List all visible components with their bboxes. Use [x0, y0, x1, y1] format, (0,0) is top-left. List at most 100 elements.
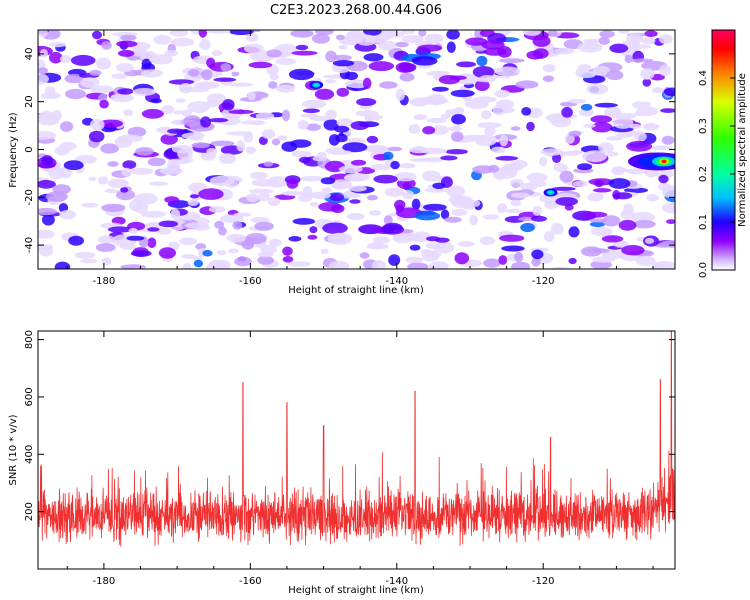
snr-series-line: [38, 331, 675, 547]
heatmap-cell: [309, 226, 318, 234]
heatmap-cell: [201, 69, 213, 81]
heatmap-cell: [54, 261, 71, 269]
heatmap-cell: [147, 157, 166, 167]
heatmap-cell: [472, 66, 495, 78]
heatmap-cell: [115, 63, 134, 73]
heatmap-cell: [626, 140, 653, 152]
heatmap-cell: [98, 119, 124, 128]
heatmap-cell: [187, 101, 211, 113]
heatmap-cell: [320, 177, 336, 185]
heatmap-cell: [497, 203, 508, 214]
heatmap-cell: [88, 176, 97, 182]
heatmap-cell: [248, 188, 274, 194]
heatmap-cell: [345, 71, 358, 81]
heatmap-cell: [379, 81, 398, 89]
heatmap-cell: [511, 261, 531, 269]
heatmap-cell: [531, 257, 541, 267]
heatmap-cell: [251, 178, 278, 187]
heatmap-cell: [551, 266, 571, 269]
heatmap-cell: [164, 49, 179, 57]
heatmap-cell: [229, 82, 254, 87]
heatmap-cell: [605, 136, 624, 141]
heatmap-cell: [245, 33, 259, 42]
heatmap-cell: [395, 88, 406, 101]
heatmap-cell: [413, 231, 431, 240]
heatmap-cell: [298, 194, 312, 203]
heatmap-cell: [530, 215, 548, 222]
figure-title: C2E3.2023.268.00.44.G06: [270, 3, 442, 18]
heatmap-cell: [202, 249, 213, 257]
heatmap-cell: [170, 37, 195, 47]
heatmap-cell: [501, 245, 525, 252]
colorbar-label: Normalized spectral amplitude: [737, 73, 748, 227]
heatmap-cell: [281, 190, 305, 196]
heatmap-cell: [618, 30, 630, 34]
heatmap-cell: [392, 232, 414, 244]
heatmap-cell: [218, 226, 227, 236]
heatmap-cell: [141, 108, 164, 119]
heatmap-cell: [476, 55, 488, 67]
heatmap-cell: [626, 168, 647, 175]
heatmap-cell: [268, 81, 278, 89]
heatmap-cell: [409, 157, 430, 162]
heatmap-cell: [309, 202, 320, 207]
heatmap-cell: [583, 150, 607, 163]
heatmap-cell: [244, 43, 264, 54]
heatmap-cell: [402, 190, 415, 200]
heatmap-cell: [216, 250, 227, 256]
heatmap-cell: [100, 143, 119, 154]
heatmap-cell: [427, 93, 446, 106]
heatmap-cell: [346, 30, 365, 43]
heatmap-cell: [642, 78, 652, 87]
heatmap-cell: [661, 202, 675, 214]
heatmap-cell: [147, 227, 160, 232]
heatmap-cell: [300, 176, 325, 182]
heatmap-cell: [417, 44, 443, 52]
heatmap-cell: [277, 135, 288, 141]
heatmap-cell: [228, 248, 239, 254]
heatmap-cell: [382, 151, 394, 160]
heatmap-cell: [38, 229, 55, 239]
heatmap-cell: [378, 40, 396, 51]
heatmap-cell: [390, 31, 405, 38]
heatmap-cell: [206, 30, 231, 34]
colorbar-tick-label: 0.3: [698, 118, 709, 134]
heatmap-cell: [411, 56, 438, 66]
heatmap-cell: [588, 178, 614, 186]
heatmap-cell: [301, 99, 327, 109]
heatmap-cell: [213, 77, 237, 82]
heatmap-cell: [428, 261, 449, 269]
heatmap-cell: [59, 142, 77, 151]
heatmap-cell: [445, 149, 468, 155]
heatmap-cell: [494, 89, 511, 98]
heatmap-cell: [344, 173, 370, 182]
heatmap-cell: [641, 37, 656, 45]
heatmap-cell: [532, 205, 543, 216]
snr-xlabel: Height of straight line (km): [288, 585, 424, 596]
heatmap-cell: [292, 218, 316, 225]
snr-y-ticks: 200 400 600 800: [24, 330, 675, 521]
heatmap-cell: [532, 35, 551, 47]
heatmap-cell: [52, 184, 71, 195]
heatmap-cell: [116, 189, 136, 201]
heatmap-cell: [580, 103, 593, 111]
heatmap-cell: [175, 98, 186, 103]
heatmap-cell: [226, 114, 240, 120]
heatmap-cell: [495, 155, 519, 161]
heatmap-cell: [333, 183, 346, 190]
heatmap-cell: [107, 178, 129, 189]
heatmap-cell: [181, 109, 192, 117]
heatmap-cell: [325, 50, 337, 63]
heatmap-cell: [650, 265, 669, 269]
heatmap-cell: [474, 134, 497, 147]
heatmap-cell: [430, 125, 449, 135]
heatmap-peak: [548, 191, 553, 194]
heatmap-cell: [550, 222, 564, 235]
heatmap-cell: [380, 224, 404, 235]
heatmap-cell: [599, 30, 615, 38]
heatmap-cell: [663, 87, 675, 97]
heatmap-panel: -180 -160 -140 -120 -40 -20 0 20 40 Height of s…: [8, 29, 676, 296]
x-tick-label: -140: [385, 276, 408, 287]
heatmap-cell: [104, 188, 119, 194]
heatmap-cell: [134, 202, 149, 214]
